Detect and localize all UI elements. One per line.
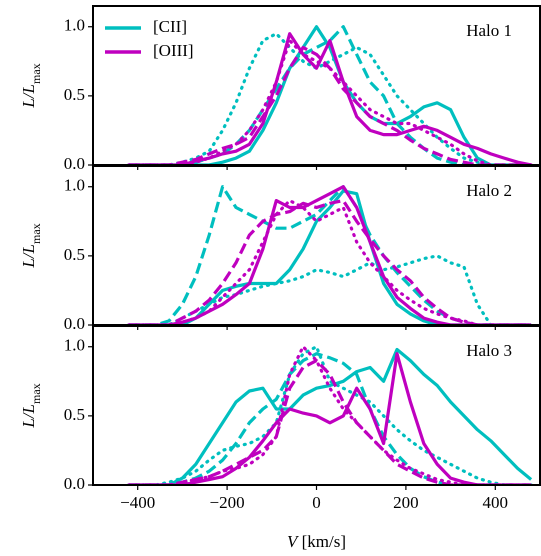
annotation: Halo 3 — [466, 341, 512, 360]
y-label-main: L/L — [19, 84, 38, 109]
x-tick-label: −400 — [120, 493, 155, 512]
y-label-sub: max — [29, 63, 43, 84]
y-axis-label: L/Lmax — [19, 63, 43, 108]
y-tick-label: 1.0 — [64, 16, 85, 35]
legend-label: [OIII] — [153, 41, 194, 60]
x-tick-label: −200 — [210, 493, 245, 512]
line — [128, 352, 532, 485]
annotation: Halo 2 — [466, 181, 512, 200]
y-label-sub: max — [29, 383, 43, 404]
x-label-unit: [km/s] — [297, 532, 346, 551]
x-tick-label: 0 — [312, 493, 321, 512]
line — [128, 347, 533, 485]
line — [127, 39, 533, 165]
y-axis-label: L/Lmax — [19, 383, 43, 428]
x-label-var: V — [287, 532, 300, 551]
line — [127, 345, 533, 485]
y-tick-label: 0.0 — [64, 314, 85, 333]
y-tick-label: 1.0 — [64, 176, 85, 195]
y-label-sub: max — [29, 223, 43, 244]
x-tick-label: 200 — [393, 493, 419, 512]
y-tick-label: 0.5 — [64, 405, 85, 424]
y-tick-label: 0.5 — [64, 245, 85, 264]
y-tick-label: 1.0 — [64, 336, 85, 355]
line — [128, 185, 532, 325]
x-tick-label: 400 — [483, 493, 509, 512]
annotation: Halo 1 — [466, 21, 512, 40]
plot-lines — [127, 185, 533, 325]
plot-lines — [127, 345, 533, 485]
x-axis-label: V [km/s] — [287, 532, 346, 551]
line — [128, 25, 532, 165]
line — [128, 189, 532, 325]
line — [128, 199, 532, 325]
line — [128, 352, 532, 485]
y-axis-label: L/Lmax — [19, 223, 43, 268]
plot-lines — [127, 25, 533, 165]
line — [127, 345, 533, 485]
y-tick-label: 0.0 — [64, 474, 85, 493]
y-label-main: L/L — [19, 244, 38, 269]
line — [128, 359, 532, 485]
y-label-main: L/L — [19, 404, 38, 429]
line — [127, 199, 533, 325]
y-tick-label: 0.5 — [64, 85, 85, 104]
line — [127, 32, 533, 165]
y-tick-label: 0.0 — [64, 154, 85, 173]
line — [127, 254, 533, 325]
legend-label: [CII] — [153, 17, 187, 36]
